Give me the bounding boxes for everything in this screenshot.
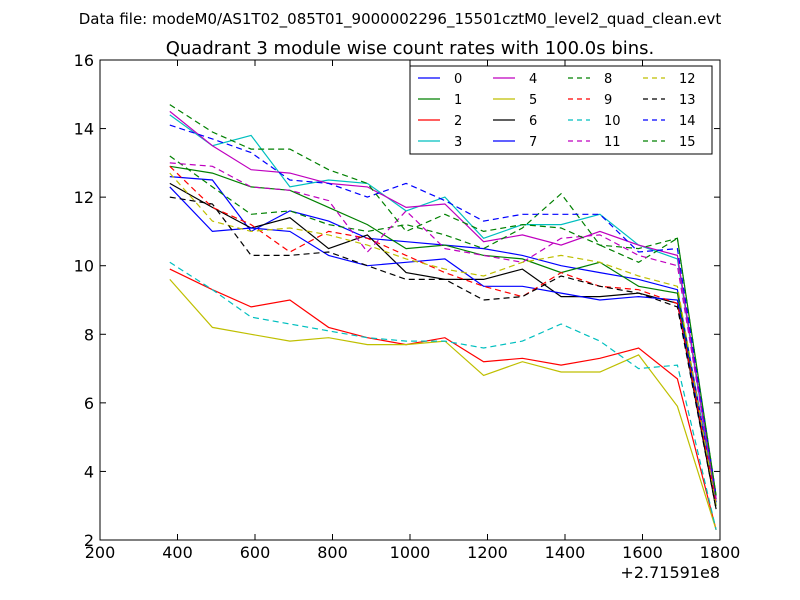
legend-label-6: 6 [529, 114, 537, 129]
x-tick-label: 600 [240, 543, 271, 562]
legend-label-14: 14 [679, 114, 696, 129]
legend-label-7: 7 [529, 135, 537, 150]
series-line-9 [169, 165, 717, 503]
y-tick-label: 4 [84, 462, 94, 481]
series-line-3 [169, 114, 717, 503]
x-offset-label: +2.71591e8 [620, 563, 720, 582]
legend-label-10: 10 [604, 114, 621, 129]
series-layer [169, 104, 717, 530]
x-tick-label: 800 [317, 543, 348, 562]
legend-label-4: 4 [529, 72, 537, 87]
y-tick-label: 14 [74, 120, 94, 139]
legend-label-13: 13 [679, 93, 696, 108]
legend-label-12: 12 [679, 72, 696, 87]
legend-label-5: 5 [529, 93, 537, 108]
series-line-14 [169, 124, 717, 496]
y-tick-label: 2 [84, 531, 94, 550]
legend-label-15: 15 [679, 135, 696, 150]
series-line-11 [169, 162, 717, 499]
series-line-12 [169, 172, 717, 506]
axis-ticks: 200 400 600 800 1000 1200 1400 1600 180024681012… [74, 51, 741, 562]
series-line-15 [169, 104, 717, 496]
x-tick-label: 1200 [467, 543, 508, 562]
legend-label-2: 2 [454, 114, 462, 129]
x-tick-label: 200 [85, 543, 116, 562]
y-tick-label: 12 [74, 188, 94, 207]
series-line-7 [169, 186, 717, 503]
series-line-8 [169, 155, 717, 496]
series-line-2 [169, 268, 717, 530]
legend-label-3: 3 [454, 135, 462, 150]
y-tick-label: 6 [84, 394, 94, 413]
y-tick-label: 16 [74, 51, 94, 70]
legend-label-8: 8 [604, 72, 612, 87]
x-tick-label: 1000 [390, 543, 431, 562]
legend-label-1: 1 [454, 93, 462, 108]
series-line-4 [169, 110, 717, 499]
y-tick-label: 10 [74, 257, 94, 276]
legend-label-9: 9 [604, 93, 612, 108]
chart-suptitle: Data file: modeM0/AS1T02_085T01_90000022… [79, 10, 722, 29]
x-tick-label: 400 [162, 543, 193, 562]
legend-label-11: 11 [604, 135, 621, 150]
series-line-13 [169, 196, 717, 510]
legend-box [409, 65, 713, 155]
chart-title: Quadrant 3 module wise count rates with … [166, 38, 655, 59]
series-line-10 [169, 261, 717, 530]
x-tick-label: 1800 [700, 543, 741, 562]
y-tick-label: 8 [84, 325, 94, 344]
legend-label-0: 0 [454, 72, 462, 87]
series-line-1 [169, 165, 717, 506]
x-tick-label: 1400 [545, 543, 586, 562]
x-tick-label: 1600 [622, 543, 663, 562]
series-line-6 [169, 182, 717, 510]
